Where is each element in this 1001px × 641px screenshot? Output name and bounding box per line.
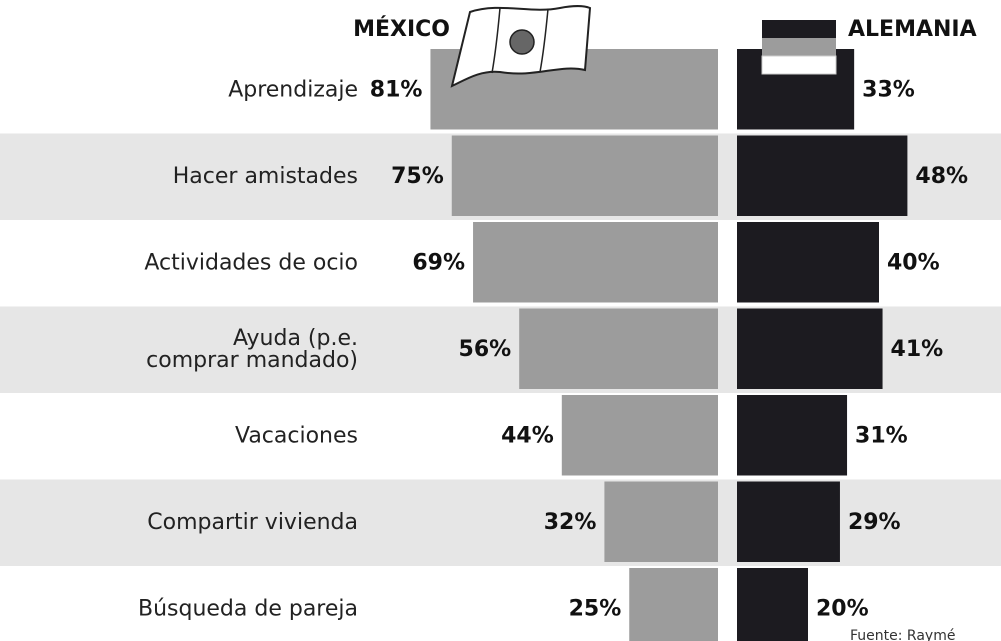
category-label: Actividades de ocio <box>144 250 358 275</box>
bar-mexico <box>473 222 718 303</box>
value-label: 25% <box>569 596 622 621</box>
legend-alemania: ALEMANIA <box>848 17 977 42</box>
bar-mexico <box>629 568 718 641</box>
value-label: 32% <box>544 510 597 535</box>
bar-alemania <box>737 395 848 476</box>
category-label: Hacer amistades <box>173 164 358 189</box>
legend-mexico: MÉXICO <box>353 16 450 42</box>
germany-flag <box>761 20 837 75</box>
value-label: 81% <box>370 77 423 102</box>
value-label: 33% <box>862 77 915 102</box>
bar-alemania <box>737 135 908 216</box>
value-label: 69% <box>412 250 465 275</box>
value-label: 20% <box>816 596 869 621</box>
mexico-flag <box>450 5 592 88</box>
category-label: Aprendizaje <box>228 77 358 102</box>
bar-alemania <box>737 481 840 562</box>
value-label: 56% <box>459 337 512 362</box>
bar-mexico <box>604 481 718 562</box>
bar-alemania <box>737 308 883 389</box>
value-label: 48% <box>915 164 968 189</box>
category-label: Búsqueda de pareja <box>138 596 358 621</box>
source: Fuente: Raymé <box>850 628 955 641</box>
value-label: 44% <box>501 423 554 448</box>
bar-alemania <box>737 568 808 641</box>
bar-mexico <box>519 308 718 389</box>
bar-mexico <box>561 395 718 476</box>
bar-alemania <box>737 222 879 303</box>
value-label: 40% <box>887 250 940 275</box>
value-label: 41% <box>891 337 944 362</box>
value-label: 75% <box>391 164 444 189</box>
category-label: Ayuda (p.e. comprar mandado) <box>146 326 358 373</box>
value-label: 31% <box>855 423 908 448</box>
category-label: Compartir vivienda <box>147 510 358 535</box>
category-label: Vacaciones <box>235 423 358 448</box>
bar-mexico <box>451 135 718 216</box>
value-label: 29% <box>848 510 901 535</box>
